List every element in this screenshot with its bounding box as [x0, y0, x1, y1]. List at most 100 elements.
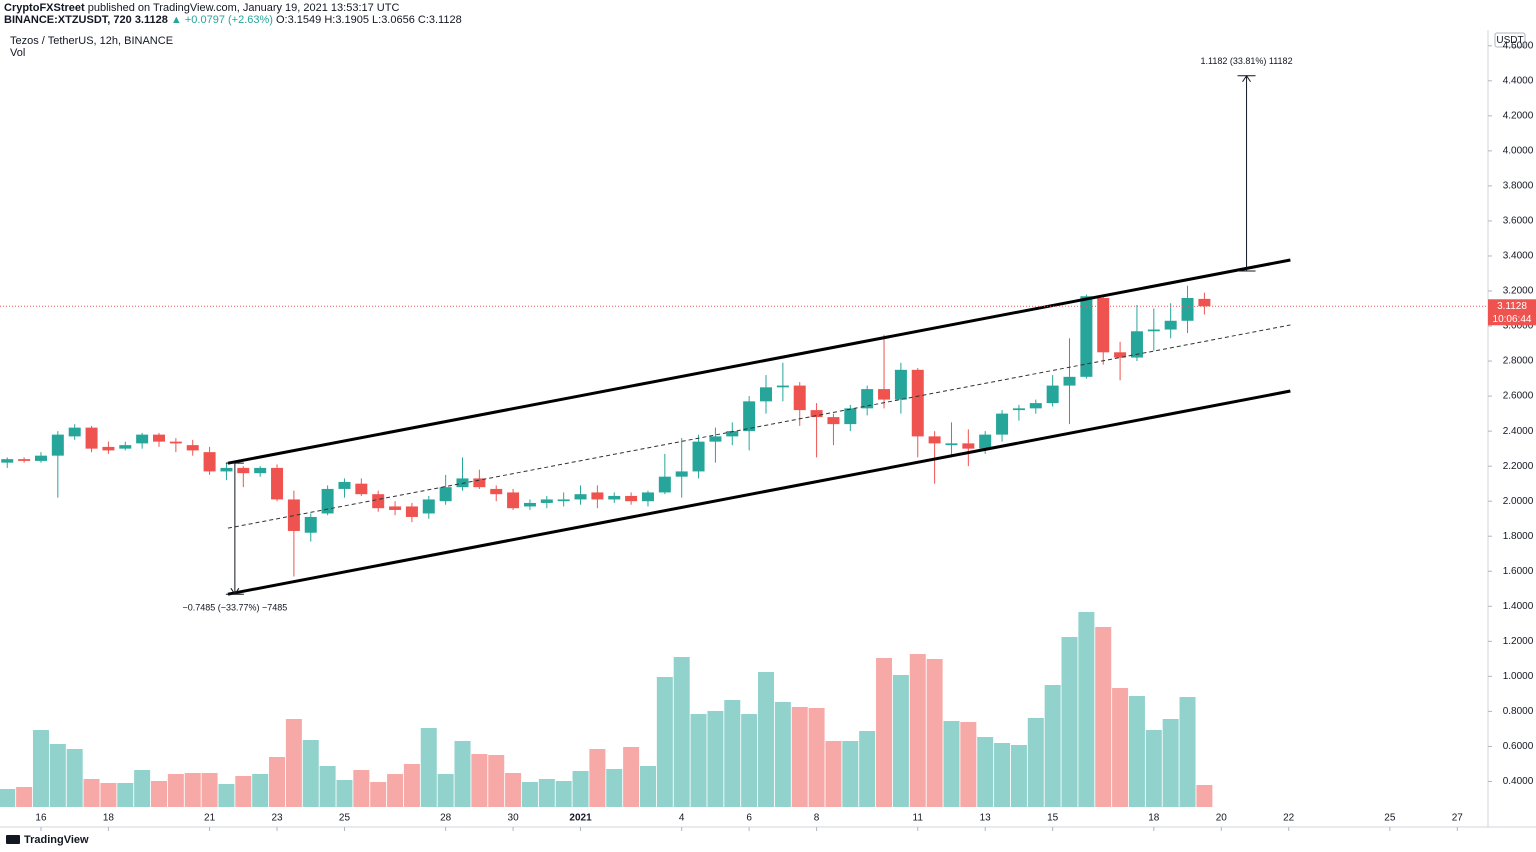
- x-tick-label: 6: [746, 813, 752, 824]
- x-tick-label: 18: [1148, 813, 1160, 824]
- x-tick-label: 15: [1047, 813, 1059, 824]
- candle-body: [389, 506, 402, 510]
- candle-body: [422, 499, 435, 514]
- volume-bar: [1095, 627, 1112, 807]
- x-tick-label: 30: [508, 813, 520, 824]
- candle-body: [962, 443, 975, 449]
- volume-bar: [892, 675, 909, 807]
- candle-body: [1198, 298, 1211, 307]
- volume-bar: [555, 781, 572, 807]
- currency: USDT: [1496, 35, 1523, 46]
- candle-body: [102, 446, 115, 451]
- candle-body: [220, 467, 233, 472]
- volume-bar: [572, 771, 589, 807]
- y-tick-label: 2.2000: [1503, 461, 1534, 472]
- volume-bar: [336, 780, 353, 807]
- volume-bar: [66, 749, 83, 807]
- candle-body: [861, 389, 874, 409]
- volume-bar: [1179, 697, 1196, 807]
- y-tick-label: 1.8000: [1503, 531, 1534, 542]
- publisher-name: CryptoFXStreet: [4, 2, 85, 14]
- volume-bar: [134, 770, 151, 807]
- x-tick-label: 28: [440, 813, 452, 824]
- volume-bar: [791, 707, 808, 807]
- publisher: CryptoFXStreet published on TradingView.…: [4, 2, 399, 14]
- volume-bar: [167, 774, 184, 807]
- y-tick-label: 3.8000: [1503, 181, 1534, 192]
- candle-body: [1097, 298, 1110, 353]
- volume-bar: [623, 747, 640, 807]
- ohlc: O:3.1549 H:3.1905 L:3.0656 C:3.1128: [276, 14, 462, 26]
- volume-bar: [960, 722, 977, 807]
- volume-bar: [285, 719, 302, 807]
- vol-legend: Vol: [10, 47, 25, 59]
- candle-body: [557, 499, 570, 502]
- volume-bar: [32, 730, 49, 807]
- candle-body: [456, 478, 469, 488]
- volume-bar: [1145, 730, 1162, 807]
- candle-body: [928, 436, 941, 444]
- volume-bar: [521, 782, 538, 807]
- x-tick-label: 21: [204, 813, 216, 824]
- volume-bar: [656, 677, 673, 807]
- volume-bar: [842, 741, 859, 807]
- x-tick-label: 13: [980, 813, 992, 824]
- volume-bar: [808, 708, 825, 807]
- channel-line: [227, 258, 1291, 465]
- published: published on TradingView.com, January 19…: [88, 2, 400, 14]
- x-tick-label: 25: [339, 813, 351, 824]
- volume-bar: [201, 773, 218, 807]
- y-tick-label: 4.0000: [1503, 146, 1534, 157]
- x-tick-label: 16: [35, 813, 47, 824]
- candle-body: [1, 459, 14, 463]
- candle-body: [85, 427, 98, 449]
- volume-bar: [589, 749, 606, 807]
- candle-body: [153, 434, 166, 442]
- volume-bar: [100, 783, 117, 807]
- y-tick-label: 4.6000: [1503, 40, 1534, 51]
- candle-body: [169, 441, 182, 444]
- y-tick-label: 0.4000: [1503, 776, 1534, 787]
- channel-line: [227, 389, 1291, 596]
- volume-bar: [1044, 685, 1061, 807]
- candle-body: [68, 427, 81, 437]
- measure-arrow: [1242, 74, 1251, 82]
- volume-bar: [1078, 612, 1095, 807]
- candle-body: [119, 445, 132, 449]
- volume-bar: [673, 657, 690, 807]
- candle-body: [1029, 403, 1042, 409]
- y-tick-label: 3.4000: [1503, 251, 1534, 262]
- symbol: BINANCE:XTZUSDT, 720: [4, 14, 132, 26]
- candle-body: [355, 483, 368, 495]
- candle-body: [51, 434, 64, 456]
- candle-body: [523, 502, 536, 507]
- volume-bar: [83, 779, 100, 807]
- measure-label: 1.1182 (33.81%) 11182: [1201, 56, 1293, 66]
- brand-logo: [6, 835, 20, 844]
- candle-body: [996, 413, 1009, 435]
- candle-body: [254, 467, 267, 474]
- price: 3.1128: [135, 14, 168, 26]
- channel-midline: [227, 324, 1291, 529]
- y-tick-label: 3.0000: [1503, 321, 1534, 332]
- volume-bar: [724, 700, 741, 807]
- x-tick-label: 11: [913, 813, 924, 824]
- candle-body: [878, 389, 891, 400]
- volume-bar: [707, 711, 724, 807]
- candle-body: [372, 494, 385, 509]
- volume-bar: [977, 737, 994, 807]
- volume-bar: [117, 783, 134, 807]
- x-tick-label: 8: [814, 813, 820, 824]
- candle-body: [726, 431, 739, 437]
- volume-bar: [471, 754, 488, 807]
- volume-bar: [639, 766, 656, 807]
- y-tick-label: 4.4000: [1503, 75, 1534, 86]
- volume-bar: [16, 787, 33, 807]
- volume-bar: [876, 658, 893, 807]
- candle-body: [1181, 298, 1194, 321]
- volume-bar: [1061, 637, 1078, 807]
- candle-body: [844, 408, 857, 425]
- candle-body: [1130, 331, 1143, 358]
- volume-bar: [994, 743, 1011, 807]
- candle-body: [304, 516, 317, 533]
